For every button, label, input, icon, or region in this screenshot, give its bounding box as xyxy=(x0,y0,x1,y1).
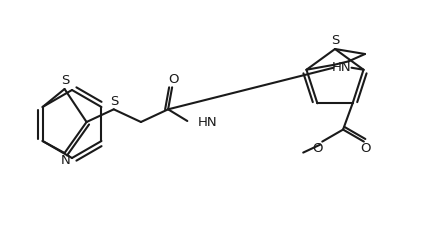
Text: S: S xyxy=(111,95,119,108)
Text: HN: HN xyxy=(332,61,352,74)
Text: O: O xyxy=(360,142,371,155)
Text: O: O xyxy=(168,73,179,86)
Text: HN: HN xyxy=(197,116,217,129)
Text: O: O xyxy=(312,142,322,155)
Text: S: S xyxy=(331,35,339,47)
Text: N: N xyxy=(61,154,70,167)
Text: S: S xyxy=(61,75,70,88)
